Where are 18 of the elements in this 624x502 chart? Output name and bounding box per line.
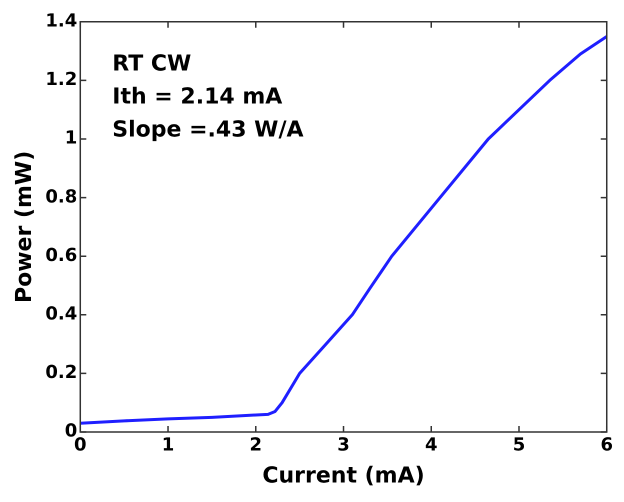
x-tick-label: 3: [337, 434, 350, 456]
x-tick-label: 1: [162, 434, 174, 456]
y-tick-label: 0.8: [45, 186, 78, 208]
annotation: RT CW: [112, 52, 192, 77]
y-tick-label: 1: [64, 128, 78, 149]
y-tick-label: 0.6: [45, 244, 78, 266]
y-tick-label: 0.2: [45, 362, 78, 384]
x-tick-label: 6: [600, 434, 614, 456]
x-tick-label: 4: [424, 434, 438, 456]
annotation: Ith = 2.14 mA: [112, 84, 282, 110]
y-tick-label: 0.4: [45, 303, 78, 324]
annotation: Slope =.43 W/A: [112, 118, 304, 143]
y-tick-label: 1.2: [45, 69, 78, 90]
x-tick-label: 2: [250, 434, 262, 456]
y-axis-title: Power (mW): [12, 150, 37, 304]
y-tick-label: 1.4: [45, 10, 78, 32]
x-axis-title: Current (mA): [262, 464, 425, 489]
x-tick-label: 5: [512, 434, 526, 456]
